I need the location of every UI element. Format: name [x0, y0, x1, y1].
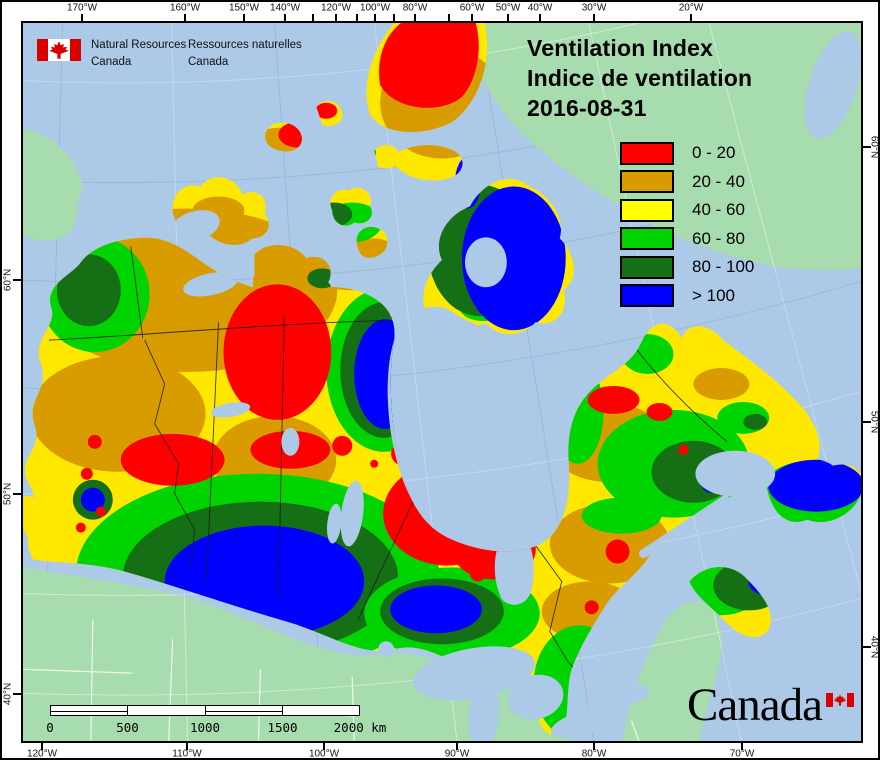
legend-label: 60 - 80: [692, 228, 745, 248]
maine-land: [621, 601, 722, 741]
graticule-label: 60°W: [459, 2, 485, 14]
title-line-en: Ventilation Index: [527, 35, 714, 61]
nrcan-name-english: Natural Resources Canada: [91, 39, 187, 68]
graticule-label: 50°W: [495, 2, 521, 14]
legend-item-5: > 100: [620, 284, 754, 308]
legend-item-1: 20 - 40: [620, 170, 754, 194]
scale-bar: [50, 705, 360, 716]
legend-item-4: 80 - 100: [620, 255, 754, 279]
graticule-label: 120°W: [26, 748, 58, 760]
graticule-label: 170°W: [66, 2, 98, 14]
legend-label: 20 - 40: [692, 171, 745, 191]
graticule-label: 40°N: [868, 635, 880, 659]
legend-item-0: 0 - 20: [620, 141, 754, 165]
legend-swatch: [620, 198, 674, 222]
graticule-label: 80°W: [581, 748, 607, 760]
canada-wordmark: Canada: [687, 679, 823, 731]
graticule-tick: [13, 279, 21, 281]
graticule-tick: [13, 493, 21, 495]
graticule-tick: [13, 693, 21, 695]
chukotka-land: [23, 128, 83, 241]
scale-label: 1500: [267, 720, 298, 735]
scale-segment: [282, 706, 359, 715]
scale-label: 2000 km: [333, 720, 387, 735]
legend: 0 - 20 20 - 40 40 - 60 60 - 80 80 - 100 > 100: [620, 141, 754, 312]
graticule-tick: [593, 742, 595, 750]
graticule-label: 100°W: [359, 2, 391, 14]
graticule-label: 40°N: [2, 682, 14, 706]
graticule-tick: [456, 742, 458, 750]
legend-label: 80 - 100: [692, 257, 755, 276]
graticule-tick: [863, 146, 871, 148]
title-date: 2016-08-31: [527, 95, 647, 121]
graticule-label: 120°W: [320, 2, 352, 14]
legend-swatch: [620, 284, 674, 307]
graticule-label: 160°W: [169, 2, 201, 14]
scale-segment: [51, 706, 129, 715]
legend-swatch: [620, 141, 674, 165]
graticule-label: 150°W: [228, 2, 260, 14]
legend-swatch: [620, 255, 674, 279]
title-line-fr: Indice de ventilation: [527, 65, 753, 91]
graticule-tick: [41, 742, 43, 750]
legend-item-2: 40 - 60: [620, 198, 754, 222]
graticule-label: 60°N: [868, 135, 880, 159]
graticule-label: 70°W: [729, 748, 755, 760]
legend-label: > 100: [692, 285, 736, 305]
scale-label: 1000: [189, 720, 221, 735]
legend-item-3: 60 - 80: [620, 227, 754, 251]
legend-swatch: [620, 170, 674, 193]
wordmark-flag-icon: [826, 693, 854, 707]
graticule-label: 20°W: [678, 2, 704, 14]
map-title: Ventilation Index Indice de ventilation …: [527, 33, 752, 123]
graticule-tick: [186, 742, 188, 750]
map-frame: Natural Resources Canada Ressources natur…: [21, 21, 863, 743]
scale-label: 0: [46, 720, 54, 735]
scale-segment: [128, 706, 206, 715]
nrcan-name-french: Ressources naturelles Canada: [188, 39, 302, 68]
graticule-label: 140°W: [269, 2, 301, 14]
canada-ventilation-map: [23, 23, 861, 741]
graticule-label: 40°W: [527, 2, 553, 14]
graticule-label: 100°W: [308, 748, 340, 760]
graticule-tick: [863, 646, 871, 648]
graticule-label: 110°W: [172, 748, 202, 760]
graticule-tick: [741, 742, 743, 750]
scale-label: 500: [116, 720, 139, 735]
legend-label: 0 - 20: [692, 143, 736, 162]
scale-bar-labels: 0 500 1000 1500 2000 km: [46, 720, 386, 735]
graticule-tick: [863, 421, 871, 423]
graticule-label: 50°N: [868, 410, 880, 434]
scale-segment: [205, 706, 283, 715]
great-lakes: [378, 641, 650, 741]
graticule-label: 90°W: [444, 748, 470, 760]
legend-label: 40 - 60: [692, 200, 745, 219]
graticule-label: 50°N: [2, 482, 14, 506]
graticule-label: 80°W: [402, 2, 428, 14]
graticule-tick: [323, 742, 325, 750]
graticule-label: 60°N: [2, 268, 14, 292]
canada-flag-icon: [37, 39, 81, 61]
graticule-label: 30°W: [581, 2, 607, 14]
legend-swatch: [620, 227, 674, 250]
